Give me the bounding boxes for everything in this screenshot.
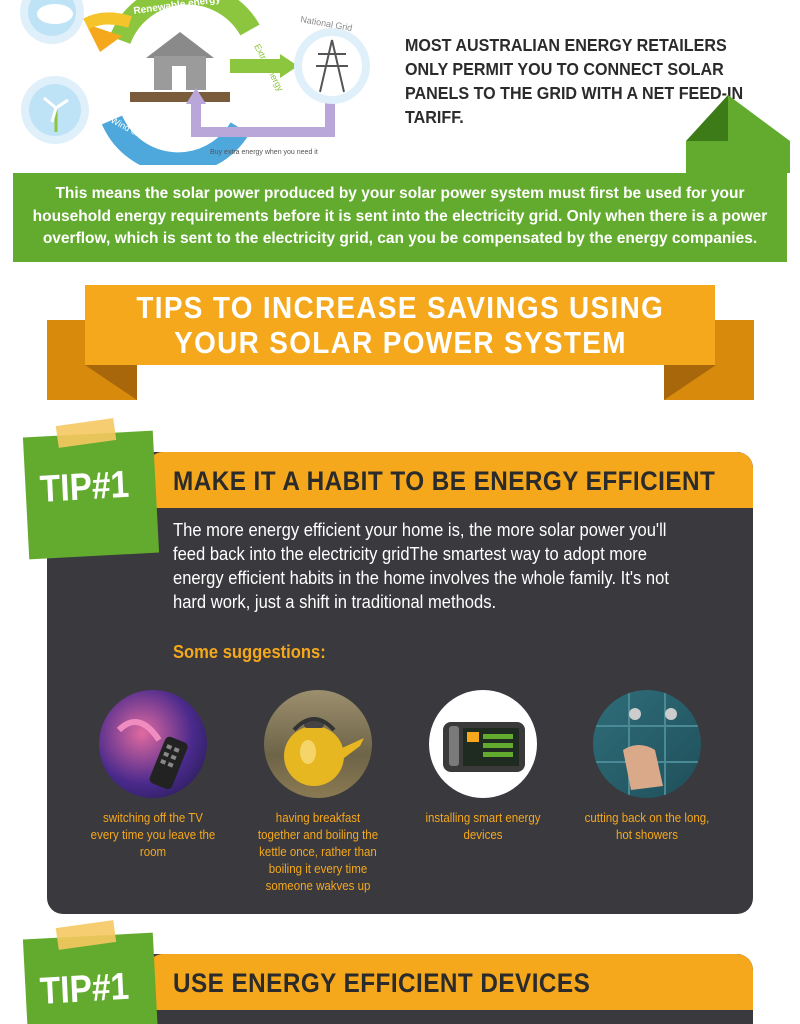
tip-card-2-header: USE ENERGY EFFICIENT DEVICES	[147, 954, 753, 1010]
cloud-icon	[37, 4, 73, 24]
suggestion-caption: installing smart energy devices	[425, 811, 541, 842]
solar-label: Solar	[103, 0, 126, 12]
suggestion-caption: cutting back on the long, hot showers	[584, 811, 710, 842]
tip-badge-label: TIP#1	[39, 463, 131, 511]
tips-heading-line-2: YOUR SOLAR POWER SYSTEM	[173, 325, 627, 360]
suggestion-caption: switching off the TV every time you leav…	[90, 811, 216, 859]
tip-badge: TIP#1	[22, 418, 166, 562]
tips-section-heading: TIPS TO INCREASE SAVINGS USING YOUR SOLA…	[85, 285, 715, 365]
ribbon-decoration	[686, 95, 790, 173]
house-icon	[146, 32, 214, 90]
tip-description: The more energy efficient your home is, …	[173, 520, 669, 612]
net-feed-in-explanation-banner: This means the solar power produced by y…	[13, 173, 787, 262]
buy-extra-energy-label: Buy extra energy when you need it	[210, 149, 318, 156]
tip-badge-label: TIP#1	[39, 965, 131, 1013]
tip-card-2: USE ENERGY EFFICIENT DEVICES	[47, 954, 753, 1024]
tip-title: MAKE IT A HABIT TO BE ENERGY EFFICIENT	[173, 466, 716, 496]
suggestion-caption: having breakfast together and boiling th…	[257, 811, 379, 893]
tip-badge: TIP#1	[22, 920, 166, 1024]
tip-card-1: MAKE IT A HABIT TO BE ENERGY EFFICIENT T…	[47, 452, 753, 914]
tip-title: USE ENERGY EFFICIENT DEVICES	[173, 968, 591, 998]
tips-heading-line-1: TIPS TO INCREASE SAVINGS USING	[136, 290, 664, 325]
tv-remote-icon	[99, 690, 207, 798]
intro-text: Most Australian energy retailers only pe…	[405, 35, 744, 127]
wind-turbine-icon	[43, 96, 69, 132]
power-pylon-icon	[316, 39, 348, 93]
kettle-icon	[264, 690, 372, 798]
suggestion-item: having breakfast together and boiling th…	[248, 690, 388, 895]
suggestion-item: switching off the TV every time you leav…	[83, 690, 223, 861]
tip-card-1-header: MAKE IT A HABIT TO BE ENERGY EFFICIENT	[147, 452, 753, 508]
suggestion-item: cutting back on the long, hot showers	[577, 690, 717, 844]
suggestions-label: Some suggestions:	[173, 642, 326, 662]
smart-meter-icon	[429, 690, 537, 798]
suggestion-item: installing smart energy devices	[413, 690, 553, 844]
energy-flow-diagram: Solar Renewable energy Wind energy Extra…	[20, 0, 370, 165]
shower-icon	[593, 690, 701, 798]
